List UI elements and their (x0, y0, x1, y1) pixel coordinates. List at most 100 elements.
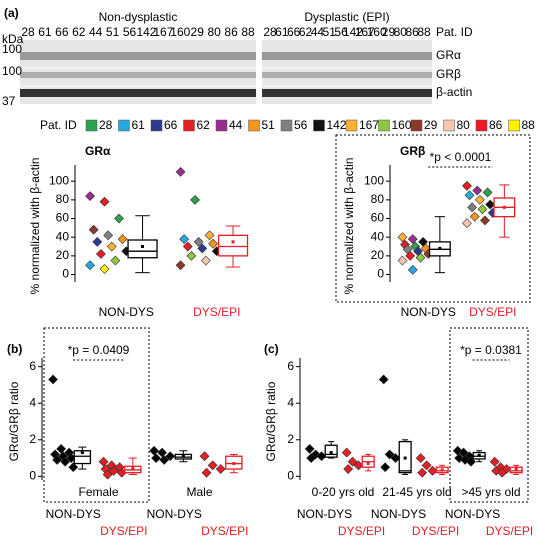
point (407, 234, 418, 244)
legend-swatch (248, 119, 260, 132)
group-label: NON-DYS (371, 507, 426, 521)
point (480, 215, 490, 226)
mean (438, 246, 442, 250)
point (165, 451, 176, 462)
y-tick-label: 80 (56, 192, 70, 206)
legend-label: 86 (489, 118, 503, 132)
legend-swatch (378, 119, 390, 132)
pat-id: 61 (275, 25, 289, 39)
point (415, 252, 426, 263)
y-tick-label: 6 (29, 359, 36, 373)
legend-label: 167 (359, 118, 379, 132)
point (157, 447, 168, 458)
legend-label: 62 (197, 118, 211, 132)
point (427, 465, 438, 476)
group-label: NON-DYS (401, 305, 456, 319)
legend-swatch (410, 119, 423, 132)
point (343, 464, 354, 474)
group-label: NON-DYS (445, 507, 500, 521)
point (208, 238, 219, 249)
band-label: GRβ (436, 67, 461, 81)
y-tick-label: 0 (287, 469, 294, 483)
legend-label: 88 (522, 118, 536, 132)
mean (502, 205, 506, 209)
legend-title: Pat. ID (40, 118, 77, 132)
point (175, 166, 186, 177)
pat-id: 80 (394, 25, 408, 39)
section-label: Male (186, 485, 212, 499)
point (179, 234, 190, 244)
y-tick-label: 0 (29, 469, 36, 483)
mean (181, 454, 185, 458)
pat-id: 51 (106, 25, 120, 39)
band (20, 52, 256, 60)
y-tick-label: 6 (287, 359, 294, 373)
band (262, 52, 432, 60)
pat-id: 167 (355, 25, 375, 39)
point (68, 462, 79, 473)
point (207, 460, 218, 471)
point (482, 187, 493, 198)
point (99, 264, 110, 274)
group-label: NON-DYS (46, 507, 101, 521)
group-label: DYS/EPI (338, 524, 385, 538)
legend-swatch (183, 119, 195, 132)
point (353, 460, 364, 471)
y-tick-label: 2 (287, 432, 294, 446)
legend-label: 80 (457, 118, 471, 132)
pat-id: 66 (287, 25, 301, 39)
point (200, 255, 211, 266)
p-annotation: *p < 0.0001 (430, 150, 492, 164)
point (415, 453, 426, 463)
y-tick-label: 40 (371, 229, 385, 243)
legend-label: 51 (262, 118, 276, 132)
pat-id: 28 (263, 25, 277, 39)
band (262, 72, 432, 78)
point (110, 255, 121, 266)
group-label: DYS/EPI (412, 524, 459, 538)
point (114, 213, 124, 224)
point (103, 230, 114, 241)
legend-swatch (508, 119, 520, 132)
section-label: Female (78, 485, 118, 499)
pat-id: 44 (89, 25, 103, 39)
pat-id: 51 (323, 25, 337, 39)
legend-swatch (280, 119, 293, 132)
point (98, 456, 109, 467)
group-label: NON-DYS (147, 507, 202, 521)
mean (80, 451, 84, 455)
id-label: Pat. ID (436, 25, 473, 39)
pat-id: 44 (311, 25, 325, 39)
y-axis-label: GRα/GRβ ratio (7, 381, 21, 461)
band (20, 89, 256, 97)
y-axis-label: % normalized with β-actin (342, 158, 356, 295)
y-tick-label: 0 (62, 267, 69, 281)
point (316, 451, 327, 462)
pat-id: 66 (55, 25, 69, 39)
point (421, 460, 432, 471)
point (417, 467, 428, 478)
point (347, 456, 358, 467)
y-axis-label: % normalized with β-actin (28, 158, 42, 295)
y-tick-label: 80 (371, 192, 385, 206)
point (469, 211, 480, 222)
pat-id: 86 (224, 25, 238, 39)
box (217, 234, 249, 257)
pat-id: 142 (136, 25, 156, 39)
pat-id: 86 (405, 25, 419, 39)
highlight-box (449, 327, 529, 503)
legend-swatch (443, 119, 455, 132)
point (474, 194, 485, 205)
pat-id: 56 (334, 25, 348, 39)
point (56, 443, 67, 454)
highlight-box (43, 327, 150, 503)
mean (131, 466, 135, 470)
point (117, 234, 128, 244)
pat-id: 167 (153, 25, 173, 39)
y-tick-label: 100 (364, 173, 384, 187)
section-label: >45 yrs old (461, 485, 520, 499)
y-tick-label: 4 (287, 395, 294, 409)
pat-id: 28 (21, 25, 35, 39)
group-label: DYS/EPI (201, 524, 248, 538)
